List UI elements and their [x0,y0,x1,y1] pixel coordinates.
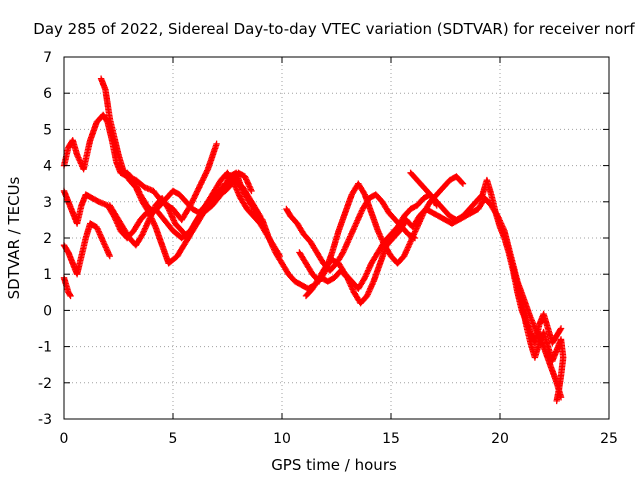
x-tick-label: 5 [169,431,178,447]
x-axis-label: GPS time / hours [271,456,397,474]
x-tick-label: 20 [491,431,509,447]
data-point-markers [106,169,284,260]
data-point-markers [509,263,567,405]
y-tick-label: -1 [38,340,52,356]
chart-title: Day 285 of 2022, Sidereal Day-to-day VTE… [33,20,635,38]
x-tick-label: 10 [273,431,291,447]
series-sat-g [106,169,284,260]
y-tick-label: 0 [43,303,52,319]
x-tick-label: 0 [60,431,69,447]
y-tick-label: 4 [43,159,52,175]
y-tick-label: 6 [43,86,52,102]
x-tick-label: 15 [382,431,400,447]
y-tick-label: 1 [43,267,52,283]
data-point-markers [302,191,440,300]
y-tick-label: 5 [43,122,52,138]
y-tick-label: 7 [43,50,52,66]
x-tick-label: 25 [600,431,618,447]
data-points [60,75,567,405]
y-tick-label: 2 [43,231,52,247]
series-sat-j [302,191,440,300]
y-axis-label: SDTVAR / TECUs [5,176,23,299]
y-tick-label: -3 [38,412,52,428]
series-sat-l [509,263,567,405]
axis-ticks: 0 5 10 15 20 25 -3 -2 -1 0 1 2 3 4 5 6 7 [38,50,618,447]
y-tick-label: -2 [38,376,52,392]
y-tick-label: 3 [43,195,52,211]
